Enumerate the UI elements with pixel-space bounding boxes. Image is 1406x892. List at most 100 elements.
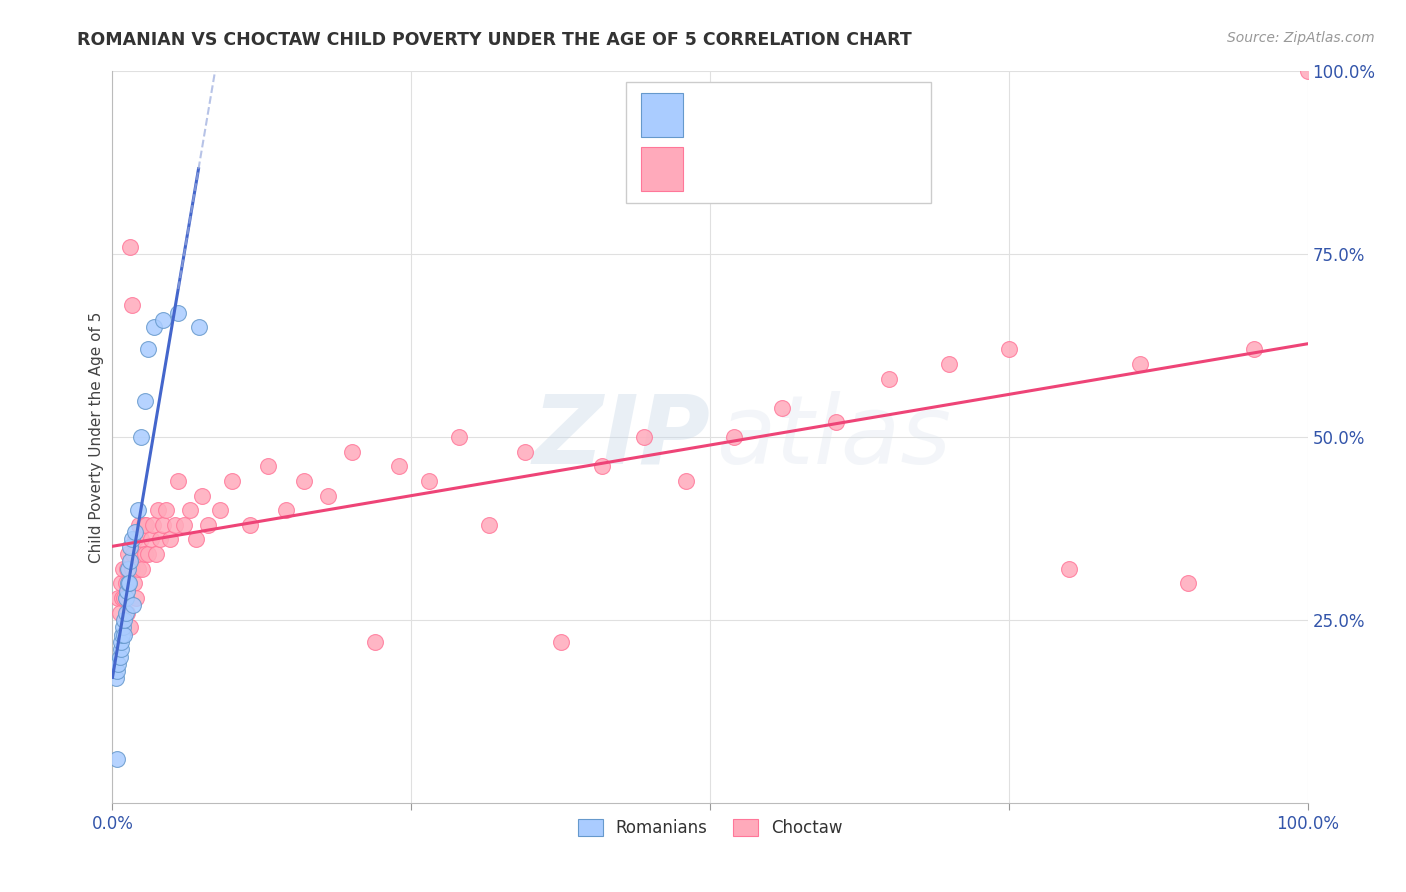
Choctaw	[167, 474, 190, 488]
Choctaw	[135, 517, 157, 532]
Romanians	[134, 393, 156, 408]
Text: ZIP: ZIP	[531, 391, 710, 483]
Choctaw	[221, 474, 243, 488]
Choctaw	[173, 517, 195, 532]
Choctaw	[121, 547, 143, 561]
Text: Source: ZipAtlas.com: Source: ZipAtlas.com	[1227, 31, 1375, 45]
FancyBboxPatch shape	[627, 82, 931, 203]
Romanians	[127, 503, 149, 517]
Choctaw	[152, 517, 174, 532]
Choctaw	[179, 503, 201, 517]
Choctaw	[149, 533, 172, 547]
Choctaw	[770, 401, 793, 415]
Choctaw	[191, 489, 214, 503]
Choctaw	[120, 240, 142, 254]
Choctaw	[1057, 562, 1080, 576]
Choctaw	[257, 459, 280, 474]
Text: N = 30: N = 30	[804, 97, 868, 115]
Romanians	[105, 752, 128, 766]
Choctaw	[108, 606, 131, 620]
Choctaw	[447, 430, 470, 444]
Choctaw	[879, 371, 901, 385]
Choctaw	[114, 576, 136, 591]
Choctaw	[274, 503, 297, 517]
FancyBboxPatch shape	[641, 147, 682, 191]
Choctaw	[115, 562, 138, 576]
Choctaw	[112, 562, 135, 576]
Choctaw	[292, 474, 315, 488]
Choctaw	[592, 459, 614, 474]
Romanians	[129, 430, 152, 444]
Choctaw	[129, 533, 152, 547]
Romanians	[114, 606, 136, 620]
Choctaw	[139, 533, 162, 547]
Choctaw	[124, 533, 146, 547]
Romanians	[114, 591, 136, 605]
Choctaw	[121, 562, 143, 576]
Choctaw	[550, 635, 572, 649]
Choctaw	[117, 547, 139, 561]
Romanians	[114, 613, 135, 627]
Choctaw	[145, 547, 167, 561]
Legend: Romanians, Choctaw: Romanians, Choctaw	[569, 811, 851, 846]
Choctaw	[239, 517, 262, 532]
Choctaw	[723, 430, 745, 444]
Romanians	[111, 627, 134, 641]
Romanians	[117, 562, 139, 576]
Romanians	[110, 642, 132, 657]
Choctaw	[675, 474, 697, 488]
Text: R = 0.490: R = 0.490	[697, 155, 787, 173]
Romanians	[115, 583, 138, 598]
Romanians	[120, 554, 142, 568]
Choctaw	[110, 576, 132, 591]
Romanians	[121, 599, 143, 613]
Romanians	[118, 576, 141, 591]
Choctaw	[142, 517, 165, 532]
Romanians	[110, 635, 132, 649]
Choctaw	[107, 591, 129, 605]
Choctaw	[340, 444, 363, 458]
Romanians	[121, 533, 143, 547]
Choctaw	[186, 533, 208, 547]
Choctaw	[121, 298, 143, 312]
Text: atlas: atlas	[716, 391, 950, 483]
Choctaw	[118, 576, 141, 591]
Choctaw	[163, 517, 186, 532]
Choctaw	[122, 576, 145, 591]
Romanians	[124, 525, 146, 540]
Romanians	[167, 306, 190, 320]
Choctaw	[132, 517, 155, 532]
Choctaw	[478, 517, 501, 532]
Choctaw	[138, 547, 160, 561]
Text: N = 72: N = 72	[804, 155, 868, 173]
Choctaw	[1129, 357, 1152, 371]
Choctaw	[1177, 576, 1199, 591]
Choctaw	[1243, 343, 1265, 357]
Choctaw	[364, 635, 387, 649]
Choctaw	[134, 547, 156, 561]
Choctaw	[316, 489, 339, 503]
Choctaw	[388, 459, 411, 474]
Choctaw	[824, 416, 846, 430]
Choctaw	[129, 547, 152, 561]
Choctaw	[1296, 64, 1319, 78]
Romanians	[112, 620, 135, 634]
Choctaw	[197, 517, 219, 532]
Choctaw	[111, 591, 134, 605]
Romanians	[120, 540, 142, 554]
Choctaw	[513, 444, 536, 458]
Y-axis label: Child Poverty Under the Age of 5: Child Poverty Under the Age of 5	[89, 311, 104, 563]
Choctaw	[114, 591, 135, 605]
Text: ROMANIAN VS CHOCTAW CHILD POVERTY UNDER THE AGE OF 5 CORRELATION CHART: ROMANIAN VS CHOCTAW CHILD POVERTY UNDER …	[77, 31, 912, 49]
Choctaw	[998, 343, 1021, 357]
Romanians	[107, 657, 129, 671]
Text: R = 0.547: R = 0.547	[697, 97, 787, 115]
Choctaw	[159, 533, 181, 547]
Romanians	[143, 320, 166, 334]
Choctaw	[115, 606, 138, 620]
Romanians	[117, 576, 139, 591]
Choctaw	[127, 562, 149, 576]
Choctaw	[120, 620, 142, 634]
Choctaw	[209, 503, 232, 517]
Choctaw	[633, 430, 655, 444]
